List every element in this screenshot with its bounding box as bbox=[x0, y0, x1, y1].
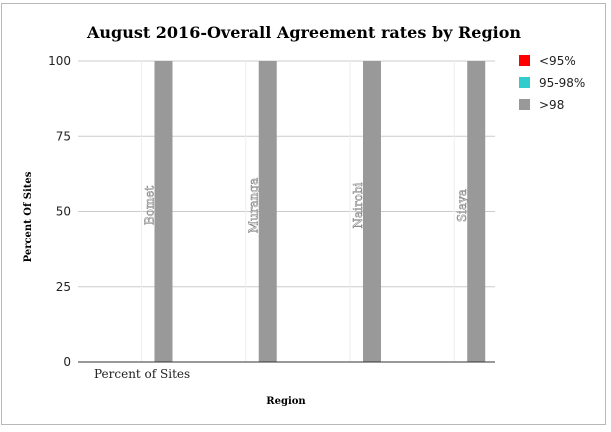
category-label: Nairobi bbox=[351, 182, 365, 228]
gridlines bbox=[78, 60, 495, 362]
y-axis-title: Percent Of Sites bbox=[23, 171, 34, 262]
legend-swatch bbox=[519, 55, 530, 66]
legend-swatch bbox=[519, 99, 530, 110]
chart-panel bbox=[1, 3, 606, 425]
category-label: Siaya bbox=[455, 189, 469, 222]
category-label: Muranga bbox=[247, 178, 261, 233]
y-tick-label: 75 bbox=[56, 129, 71, 143]
legend-swatch bbox=[519, 77, 530, 88]
y-tick-label: 25 bbox=[56, 280, 71, 294]
bar-bomet bbox=[154, 61, 173, 362]
series-label: Percent of Sites bbox=[94, 367, 190, 381]
y-tick-label: 0 bbox=[63, 355, 71, 369]
y-tick-label: 100 bbox=[48, 54, 71, 68]
x-axis-title: Region bbox=[266, 396, 306, 407]
legend-label: 95-98% bbox=[539, 76, 585, 90]
category-label: Bomet bbox=[142, 186, 156, 226]
y-tick-label: 50 bbox=[56, 205, 71, 219]
bars bbox=[154, 61, 486, 362]
y-axis-ticks: 0 25 50 75 100 bbox=[48, 54, 71, 369]
legend-label: <95% bbox=[539, 54, 576, 68]
bar-nairobi bbox=[362, 61, 381, 362]
bar-labels: Bomet Muranga Nairobi Siaya bbox=[142, 177, 469, 233]
bar-siaya bbox=[467, 61, 486, 362]
bar-muranga bbox=[258, 61, 277, 362]
legend-label: >98 bbox=[539, 98, 564, 112]
legend: <95% 95-98% >98 bbox=[519, 54, 585, 112]
chart-title: August 2016-Overall Agreement rates by R… bbox=[86, 23, 521, 42]
